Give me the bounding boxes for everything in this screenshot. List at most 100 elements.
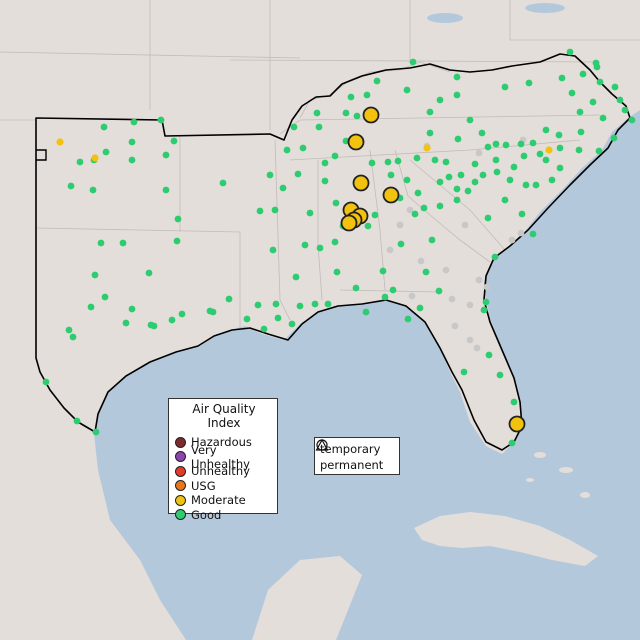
monitor-moderate-temporary[interactable] [382, 186, 400, 204]
monitor-good[interactable] [324, 300, 332, 308]
monitor-good[interactable] [522, 181, 530, 189]
monitor-moderate[interactable] [56, 138, 64, 146]
monitor-good[interactable] [368, 159, 376, 167]
monitor-good[interactable] [422, 268, 430, 276]
monitor-good[interactable] [616, 96, 624, 104]
monitor-good[interactable] [426, 129, 434, 137]
monitor-good[interactable] [576, 108, 584, 116]
monitor-good[interactable] [316, 244, 324, 252]
monitor-no-data[interactable] [406, 206, 414, 214]
monitor-good[interactable] [130, 118, 138, 126]
monitor-good[interactable] [403, 86, 411, 94]
monitor-good[interactable] [416, 304, 424, 312]
monitor-good[interactable] [577, 128, 585, 136]
monitor-good[interactable] [296, 302, 304, 310]
monitor-good[interactable] [128, 156, 136, 164]
monitor-good[interactable] [428, 236, 436, 244]
monitor-good[interactable] [225, 295, 233, 303]
monitor-good[interactable] [209, 308, 217, 316]
monitor-good[interactable] [371, 211, 379, 219]
monitor-good[interactable] [492, 156, 500, 164]
monitor-no-data[interactable] [442, 266, 450, 274]
monitor-good[interactable] [97, 239, 105, 247]
monitor-good[interactable] [69, 333, 77, 341]
monitor-good[interactable] [65, 326, 73, 334]
monitor-good[interactable] [555, 131, 563, 139]
monitor-good[interactable] [453, 91, 461, 99]
monitor-good[interactable] [411, 210, 419, 218]
monitor-good[interactable] [599, 114, 607, 122]
monitor-good[interactable] [363, 91, 371, 99]
monitor-good[interactable] [162, 186, 170, 194]
monitor-good[interactable] [628, 116, 636, 124]
monitor-good[interactable] [100, 123, 108, 131]
monitor-good[interactable] [119, 239, 127, 247]
monitor-good[interactable] [413, 154, 421, 162]
monitor-good[interactable] [518, 210, 526, 218]
monitor-good[interactable] [279, 184, 287, 192]
monitor-good[interactable] [508, 439, 516, 447]
monitor-good[interactable] [243, 315, 251, 323]
monitor-no-data[interactable] [466, 301, 474, 309]
monitor-good[interactable] [492, 140, 500, 148]
monitor-good[interactable] [454, 135, 462, 143]
monitor-good[interactable] [436, 96, 444, 104]
monitor-moderate-temporary[interactable] [347, 133, 365, 151]
monitor-good[interactable] [397, 240, 405, 248]
monitor-good[interactable] [491, 253, 499, 261]
monitor-good[interactable] [502, 141, 510, 149]
monitor-good[interactable] [73, 417, 81, 425]
monitor-good[interactable] [389, 286, 397, 294]
monitor-good[interactable] [315, 123, 323, 131]
monitor-moderate-temporary[interactable] [352, 174, 370, 192]
monitor-good[interactable] [333, 268, 341, 276]
monitor-good[interactable] [566, 48, 574, 56]
monitor-good[interactable] [520, 152, 528, 160]
monitor-good[interactable] [457, 171, 465, 179]
monitor-good[interactable] [256, 207, 264, 215]
monitor-good[interactable] [403, 176, 411, 184]
monitor-no-data[interactable] [386, 246, 394, 254]
monitor-good[interactable] [548, 176, 556, 184]
monitor-good[interactable] [145, 269, 153, 277]
monitor-good[interactable] [254, 301, 262, 309]
monitor-good[interactable] [373, 77, 381, 85]
monitor-good[interactable] [484, 143, 492, 151]
monitor-good[interactable] [460, 368, 468, 376]
monitor-good[interactable] [542, 156, 550, 164]
monitor-good[interactable] [575, 146, 583, 154]
monitor-good[interactable] [532, 181, 540, 189]
monitor-good[interactable] [290, 123, 298, 131]
monitor-good[interactable] [173, 237, 181, 245]
monitor-moderate-temporary[interactable] [340, 214, 358, 232]
monitor-no-data[interactable] [508, 236, 516, 244]
monitor-no-data[interactable] [475, 276, 483, 284]
monitor-good[interactable] [342, 109, 350, 117]
monitor-good[interactable] [479, 171, 487, 179]
monitor-good[interactable] [593, 63, 601, 71]
monitor-good[interactable] [436, 202, 444, 210]
monitor-moderate-temporary[interactable] [508, 415, 526, 433]
monitor-good[interactable] [384, 158, 392, 166]
monitor-no-data[interactable] [417, 257, 425, 265]
monitor-good[interactable] [431, 156, 439, 164]
monitor-no-data[interactable] [408, 292, 416, 300]
monitor-good[interactable] [595, 147, 603, 155]
monitor-good[interactable] [331, 238, 339, 246]
monitor-good[interactable] [76, 158, 84, 166]
monitor-good[interactable] [101, 293, 109, 301]
monitor-good[interactable] [420, 204, 428, 212]
monitor-good[interactable] [260, 325, 268, 333]
monitor-moderate[interactable] [423, 144, 431, 152]
monitor-good[interactable] [493, 168, 501, 176]
monitor-good[interactable] [610, 134, 618, 142]
monitor-good[interactable] [394, 157, 402, 165]
monitor-good[interactable] [426, 108, 434, 116]
monitor-good[interactable] [219, 179, 227, 187]
monitor-good[interactable] [157, 116, 165, 124]
monitor-good[interactable] [122, 319, 130, 327]
monitor-good[interactable] [542, 126, 550, 134]
monitor-good[interactable] [174, 215, 182, 223]
monitor-good[interactable] [272, 300, 280, 308]
